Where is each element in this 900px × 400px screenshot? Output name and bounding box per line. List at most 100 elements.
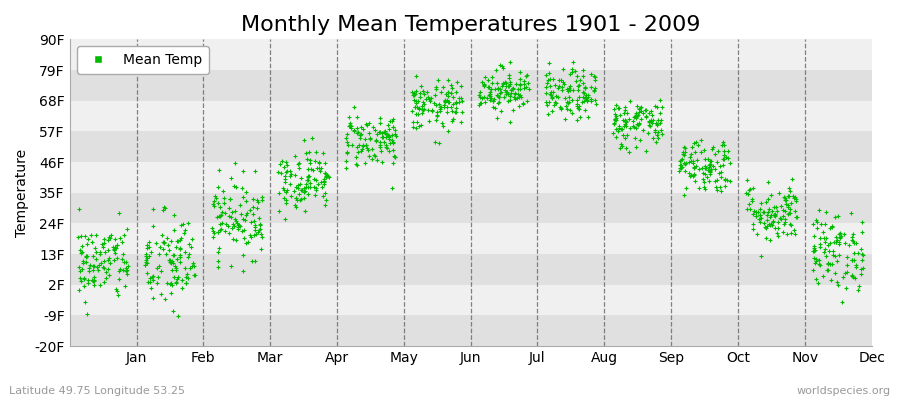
Point xyxy=(344,124,358,131)
Point xyxy=(413,94,428,100)
Point xyxy=(347,127,362,133)
Point xyxy=(490,114,504,121)
Point xyxy=(80,241,94,248)
Point xyxy=(77,233,92,239)
Point xyxy=(117,258,131,265)
Point xyxy=(745,196,760,202)
Point xyxy=(632,121,646,128)
Point xyxy=(410,119,425,126)
Bar xyxy=(70,162,871,193)
Point xyxy=(806,244,821,251)
Point xyxy=(279,197,293,204)
Point xyxy=(833,233,848,239)
Point xyxy=(228,208,242,214)
Point xyxy=(784,230,798,236)
Point xyxy=(378,134,392,140)
Point xyxy=(513,81,527,87)
Point xyxy=(378,130,392,136)
Point xyxy=(247,218,261,225)
Point xyxy=(548,99,562,105)
Point xyxy=(233,223,248,229)
Point xyxy=(544,95,559,101)
Point xyxy=(720,177,734,183)
Point xyxy=(842,241,856,248)
Point xyxy=(518,73,533,79)
Point xyxy=(116,266,130,273)
Point xyxy=(120,266,134,273)
Point xyxy=(813,244,827,251)
Point xyxy=(289,204,303,210)
Point xyxy=(108,244,122,251)
Point xyxy=(277,164,292,170)
Point xyxy=(165,257,179,264)
Text: Latitude 49.75 Longitude 53.25: Latitude 49.75 Longitude 53.25 xyxy=(9,386,185,396)
Point xyxy=(166,252,180,258)
Point xyxy=(139,257,153,263)
Point xyxy=(838,240,852,247)
Point xyxy=(619,118,634,124)
Point xyxy=(766,219,780,226)
Point xyxy=(409,125,423,131)
Point xyxy=(344,123,358,130)
Point xyxy=(562,94,576,100)
Point xyxy=(819,253,833,259)
Point xyxy=(845,231,859,237)
Point xyxy=(182,240,196,247)
Point xyxy=(292,160,306,166)
Point xyxy=(706,163,720,170)
Point xyxy=(320,173,334,179)
Point xyxy=(608,116,623,122)
Point xyxy=(754,252,769,259)
Point xyxy=(444,90,458,96)
Point xyxy=(502,96,517,103)
Point xyxy=(746,184,760,191)
Point xyxy=(689,163,704,170)
Point xyxy=(81,277,95,284)
Point xyxy=(81,280,95,287)
Point xyxy=(789,213,804,220)
Point xyxy=(385,116,400,122)
Point xyxy=(273,161,287,168)
Point xyxy=(826,252,841,258)
Point xyxy=(342,122,356,129)
Point xyxy=(316,193,330,199)
Point xyxy=(110,242,124,248)
Point xyxy=(618,144,633,151)
Point xyxy=(506,86,520,92)
Point xyxy=(141,253,156,260)
Point xyxy=(813,235,827,241)
Point xyxy=(581,114,596,120)
Point xyxy=(845,272,859,278)
Point xyxy=(630,103,644,109)
Point xyxy=(102,255,116,262)
Point xyxy=(292,197,307,204)
Point xyxy=(813,241,827,248)
Point xyxy=(216,187,230,194)
Point xyxy=(215,209,230,216)
Point xyxy=(303,166,318,172)
Point xyxy=(161,247,176,253)
Point xyxy=(474,95,489,101)
Point xyxy=(701,178,716,184)
Point xyxy=(150,265,165,271)
Point xyxy=(770,208,785,214)
Point xyxy=(186,272,201,278)
Point xyxy=(374,115,388,122)
Point xyxy=(623,125,637,131)
Point xyxy=(218,228,232,234)
Point xyxy=(501,83,516,90)
Point xyxy=(539,84,554,90)
Point xyxy=(778,197,792,203)
Point xyxy=(675,164,689,170)
Point xyxy=(698,171,713,177)
Point xyxy=(570,102,584,109)
Point xyxy=(607,120,621,127)
Point xyxy=(546,76,561,82)
Point xyxy=(277,179,292,186)
Point xyxy=(761,206,776,212)
Point xyxy=(169,280,184,286)
Point xyxy=(845,257,859,263)
Point xyxy=(450,79,464,86)
Point xyxy=(684,172,698,178)
Point xyxy=(702,161,716,168)
